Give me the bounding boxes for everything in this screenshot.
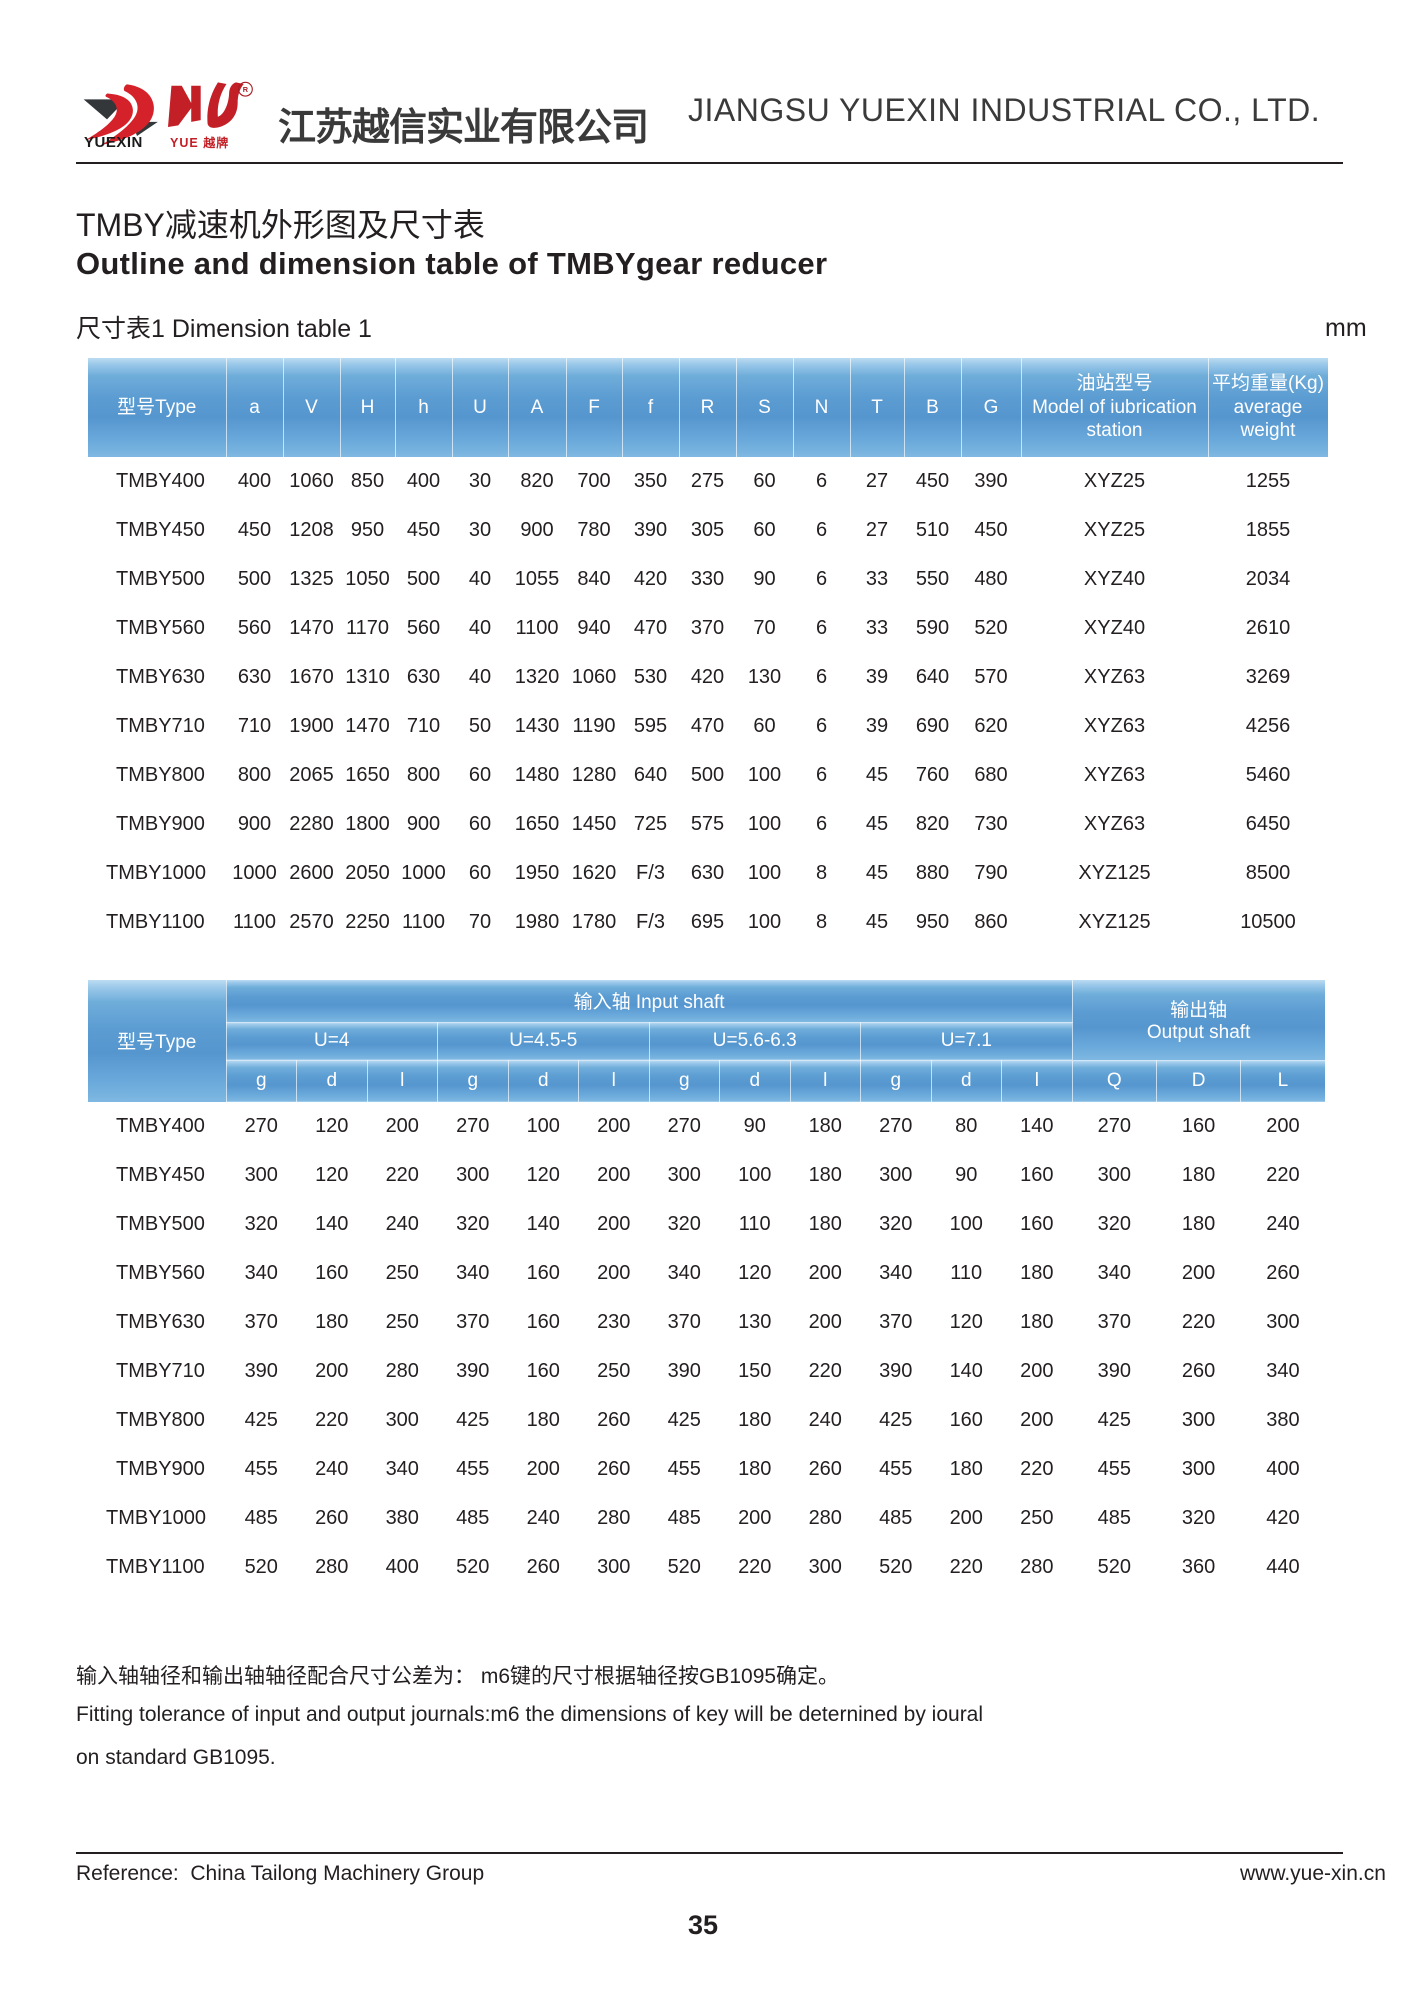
svg-text:R: R	[243, 85, 249, 94]
